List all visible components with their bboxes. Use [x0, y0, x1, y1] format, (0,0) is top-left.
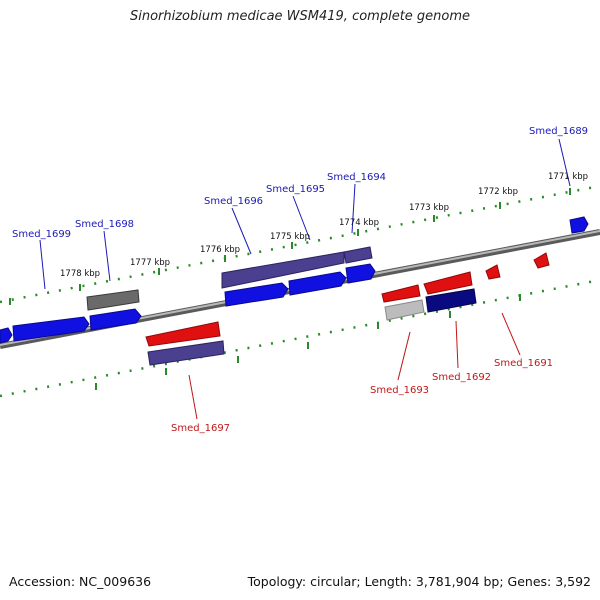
scale-labels: 1771 kbp 1772 kbp 1773 kbp 1774 kbp 1775… [60, 172, 588, 279]
leader-smed-1689 [558, 138, 571, 187]
tick-label-1772: 1772 kbp [478, 187, 518, 197]
gene-arrow-smed-1696[interactable] [224, 282, 289, 307]
gene-arrow-smed-1697-red[interactable] [145, 321, 221, 347]
leader-smed-1692 [455, 320, 459, 369]
gene-labels: Smed_1689 Smed_1694 Smed_1695 Smed_1696 … [12, 126, 588, 434]
gene-arrow-partial-left[interactable] [0, 327, 13, 344]
gene-arrow-smed-1693-red[interactable] [381, 284, 421, 303]
tick-label-1778: 1778 kbp [60, 269, 100, 279]
leader-smed-1694 [351, 183, 356, 234]
major-ticks [9, 188, 571, 390]
tick-label-1777: 1777 kbp [130, 258, 170, 268]
gene-arrow-smed-1699[interactable] [12, 316, 90, 342]
gene-arrow-smed-1692-red[interactable] [423, 271, 473, 295]
leader-smed-1691 [501, 312, 521, 356]
gene-arrow-smed-1695-dark[interactable] [221, 251, 345, 289]
gene-arrow-smed-1697[interactable] [147, 340, 225, 366]
gene-arrow-smed-1694-dark[interactable] [343, 246, 373, 264]
gene-arrow-smed-1693[interactable] [384, 299, 425, 321]
gene-label-smed-1694[interactable]: Smed_1694 [327, 172, 386, 183]
gene-arrow-smed-1692[interactable] [425, 288, 477, 313]
gene-arrow-smed-1691-a[interactable] [533, 252, 550, 269]
gene-label-smed-1693[interactable]: Smed_1693 [370, 385, 429, 396]
leader-smed-1699 [39, 239, 46, 290]
gene-label-smed-1691[interactable]: Smed_1691 [494, 358, 553, 369]
leader-smed-1697 [188, 374, 198, 420]
gene-label-smed-1695[interactable]: Smed_1695 [266, 184, 325, 195]
leader-smed-1695 [292, 195, 311, 241]
gene-arrow-smed-1689[interactable] [569, 216, 589, 234]
tick-label-1773: 1773 kbp [409, 203, 449, 213]
gene-arrow-smed-1691-b[interactable] [485, 264, 501, 280]
tick-label-1776: 1776 kbp [200, 245, 240, 255]
tick-label-1771: 1771 kbp [548, 172, 588, 182]
leader-smed-1696 [231, 207, 252, 255]
gene-arrow-smed-1695[interactable] [288, 271, 347, 296]
tick-label-1775: 1775 kbp [270, 232, 310, 242]
figure-title: Sinorhizobium medicae WSM419, complete g… [129, 9, 471, 24]
forward-genes [0, 216, 589, 344]
tick-label-1774: 1774 kbp [339, 218, 379, 228]
gene-arrow-smed-1694[interactable] [345, 263, 376, 284]
gene-label-smed-1689[interactable]: Smed_1689 [529, 126, 588, 137]
gene-label-smed-1697[interactable]: Smed_1697 [171, 423, 230, 434]
accession-text: Accession: NC_009636 [9, 574, 152, 589]
gene-arrow-smed-1698[interactable] [89, 308, 142, 331]
reverse-genes [145, 252, 550, 366]
gene-label-smed-1699[interactable]: Smed_1699 [12, 229, 71, 240]
genome-info-text: Topology: circular; Length: 3,781,904 bp… [247, 574, 591, 589]
leader-lines [39, 138, 571, 420]
leader-smed-1693 [397, 331, 411, 381]
gene-label-smed-1696[interactable]: Smed_1696 [204, 196, 263, 207]
gene-label-smed-1692[interactable]: Smed_1692 [432, 372, 491, 383]
gene-label-smed-1698[interactable]: Smed_1698 [75, 219, 134, 230]
leader-smed-1698 [103, 230, 111, 282]
gene-arrow-smed-1698-dark[interactable] [86, 289, 140, 311]
